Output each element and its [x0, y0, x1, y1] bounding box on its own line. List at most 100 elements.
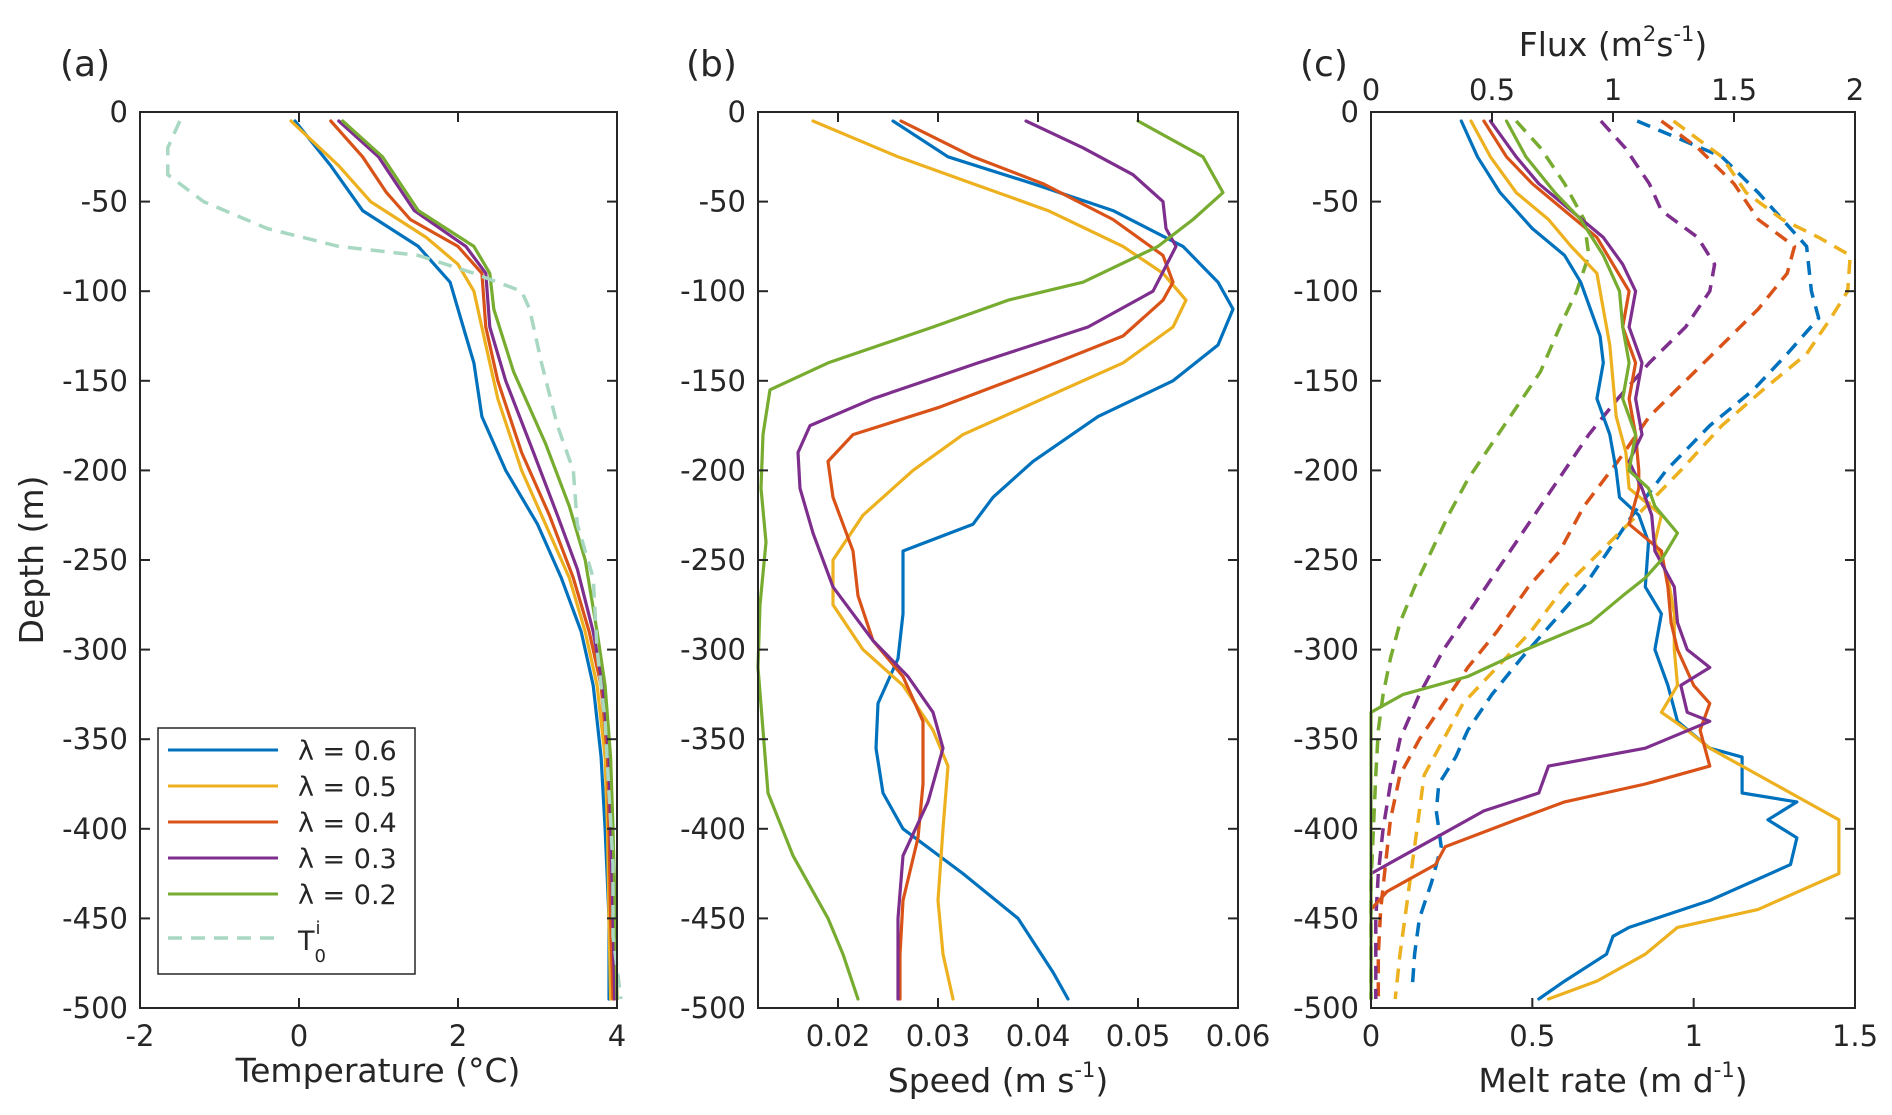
legend: λ = 0.6 λ = 0.5 λ = 0.4 λ = 0.3 λ = 0.2 — [157, 727, 416, 975]
legend-t0-main: T — [297, 926, 315, 957]
panel-b-ytick-label: -350 — [680, 722, 746, 756]
panel-c-flux-line-0-2 — [1369, 119, 1591, 999]
panel-c-top-xtick-label: 0 — [1362, 73, 1380, 107]
panel-label-c: (c) — [1300, 44, 1348, 85]
panel-b-xlabel-main: Speed (m s — [888, 1061, 1075, 1100]
panel-c-xlabel-sup: -1 — [1714, 1058, 1735, 1082]
panel-b-ytick-label: -200 — [680, 453, 746, 487]
panel-b-line-0-2 — [756, 119, 1225, 1001]
panel-c-x2label-main: Flux (m — [1519, 25, 1643, 64]
panel-b-y-ticks: 0 -50 -100 -150 -200 -250 -300 -350 -400 -450 -500 — [680, 95, 1238, 1025]
panel-c-top-xtick-label: 1 — [1604, 73, 1622, 107]
panel-b-ytick-label: -400 — [680, 812, 746, 846]
panel-b-xtick-label: 0.05 — [1106, 1019, 1171, 1053]
panel-b-x-axis-label: Speed (m s-1) — [888, 1058, 1108, 1100]
panel-a-ytick-label: -150 — [62, 364, 128, 398]
panel-c-xtick-label: 0 — [1362, 1019, 1380, 1053]
panel-c-ytick-label: -250 — [1293, 543, 1359, 577]
panel-c-ytick-label: -350 — [1293, 722, 1359, 756]
panel-b-xlabel-end: ) — [1095, 1061, 1108, 1100]
panel-c-x-ticks: 0 0.5 1 1.5 — [1362, 998, 1878, 1053]
panel-c-top-xtick-label: 2 — [1846, 73, 1864, 107]
legend-entry-1: λ = 0.5 — [168, 772, 397, 803]
panel-a-x-axis-label: Temperature (°C) — [235, 1051, 521, 1090]
legend-entry-0: λ = 0.6 — [168, 736, 397, 767]
panel-a-x-ticks: -2 0 2 4 — [126, 112, 626, 1053]
panel-b-ytick-label: -500 — [680, 991, 746, 1025]
legend-entry-t0: Ti 0 — [168, 918, 326, 967]
panel-c-flux-line-0-5 — [1393, 119, 1852, 1000]
panel-b-xtick-label: 0.04 — [1006, 1019, 1071, 1053]
legend-text-4: λ = 0.2 — [298, 880, 397, 911]
panel-b-ytick-label: -150 — [680, 364, 746, 398]
panel-c: (c) 0-50-100-150-200-250-300-350-400-450… — [1293, 22, 1878, 1100]
panel-c-melt-line-0-4 — [1369, 119, 1712, 911]
panel-b-line-0-5 — [811, 119, 1188, 1001]
panel-label-a: (a) — [60, 44, 110, 85]
panel-b-ytick-label: -250 — [680, 543, 746, 577]
panel-c-melt-line-0-5 — [1469, 119, 1841, 1001]
panel-b-line-0-3 — [796, 119, 1178, 1001]
legend-text-1: λ = 0.5 — [298, 772, 397, 803]
panel-b-line-0-4 — [826, 119, 1175, 1001]
panel-c-x2label-mid: s — [1656, 25, 1673, 64]
panel-b-xtick-label: 0.03 — [906, 1019, 971, 1053]
panel-c-ytick-label: -450 — [1293, 901, 1359, 935]
panel-c-melt-line-0-3 — [1369, 119, 1712, 876]
panel-b-x-ticks: 0.02 0.03 0.04 0.05 0.06 — [806, 112, 1271, 1053]
panel-a-ytick-label: -250 — [62, 543, 128, 577]
panel-c-ytick-label: -500 — [1293, 991, 1359, 1025]
panel-a-series — [166, 119, 623, 1001]
panel-b-xtick-label: 0.06 — [1206, 1019, 1271, 1053]
panel-c-xlabel-main: Melt rate (m d — [1478, 1061, 1713, 1100]
panel-b-ytick-label: -50 — [699, 185, 746, 219]
legend-box — [157, 727, 416, 975]
panel-a-ytick-label: -50 — [81, 185, 128, 219]
panel-c-top-xtick-label: 1.5 — [1711, 73, 1757, 107]
legend-text-2: λ = 0.4 — [298, 808, 397, 839]
panel-a-ytick-label: 0 — [110, 95, 128, 129]
panel-c-melt-line-0-2 — [1369, 119, 1680, 1001]
panel-c-flux-line-0-6 — [1410, 119, 1821, 991]
panel-c-x2label-sup2: -1 — [1673, 22, 1694, 46]
panel-c-flux-line-0-3 — [1374, 119, 1717, 999]
panel-b-line-0-6 — [874, 119, 1235, 1001]
panel-c-ytick-label: -100 — [1293, 274, 1359, 308]
panel-a-ytick-label: -300 — [62, 633, 128, 667]
panel-a-line-0-5 — [289, 119, 613, 1001]
panel-a-ytick-label: -450 — [62, 901, 128, 935]
legend-t0-sub: 0 — [315, 946, 326, 967]
panel-a-ytick-label: -100 — [62, 274, 128, 308]
legend-entry-4: λ = 0.2 — [168, 880, 397, 911]
panel-c-xtick-label: 0.5 — [1509, 1019, 1555, 1053]
panel-c-y-ticks: 0 -50 -100 -150 -200 -250 -300 -350 -400 -450 -500 — [1293, 95, 1855, 1025]
panel-c-flux-line-0-4 — [1376, 119, 1797, 999]
panel-c-axes-box — [1370, 111, 1856, 1009]
panel-a-xtick-label: 0 — [290, 1019, 308, 1053]
panel-b-xlabel-sup: -1 — [1074, 1058, 1095, 1082]
panel-c-ytick-label: -50 — [1312, 185, 1359, 219]
panel-b-axes-box — [757, 111, 1239, 1009]
legend-text-t0: Ti 0 — [297, 918, 326, 967]
panel-c-xlabel-end: ) — [1735, 1061, 1748, 1100]
panel-a-y-axis-label: Depth (m) — [12, 476, 51, 645]
panel-a-y-ticks: 0 -50 -100 -150 -200 -250 -300 -350 -400 -450 -500 — [62, 95, 617, 1025]
panel-c-melt-line-0-6 — [1459, 119, 1799, 1001]
panel-c-ytick-label: -300 — [1293, 633, 1359, 667]
panel-c-top-x-axis-label: Flux (m2s-1) — [1519, 22, 1708, 64]
panel-a-ytick-label: -200 — [62, 453, 128, 487]
panel-a-line-T0 — [166, 120, 623, 1000]
panel-a-ytick-label: -350 — [62, 722, 128, 756]
legend-t0-sup: i — [316, 918, 321, 939]
panel-a-xtick-label: 2 — [449, 1019, 467, 1053]
panel-b-ytick-label: -100 — [680, 274, 746, 308]
panel-b-ytick-label: 0 — [728, 95, 746, 129]
panel-a-xtick-label: 4 — [608, 1019, 626, 1053]
panel-label-b: (b) — [686, 44, 737, 85]
panel-c-ytick-label: -400 — [1293, 812, 1359, 846]
legend-text-3: λ = 0.3 — [298, 844, 397, 875]
panel-c-x2label-end: ) — [1694, 25, 1707, 64]
panel-c-xtick-label: 1 — [1684, 1019, 1702, 1053]
legend-text-0: λ = 0.6 — [298, 736, 397, 767]
